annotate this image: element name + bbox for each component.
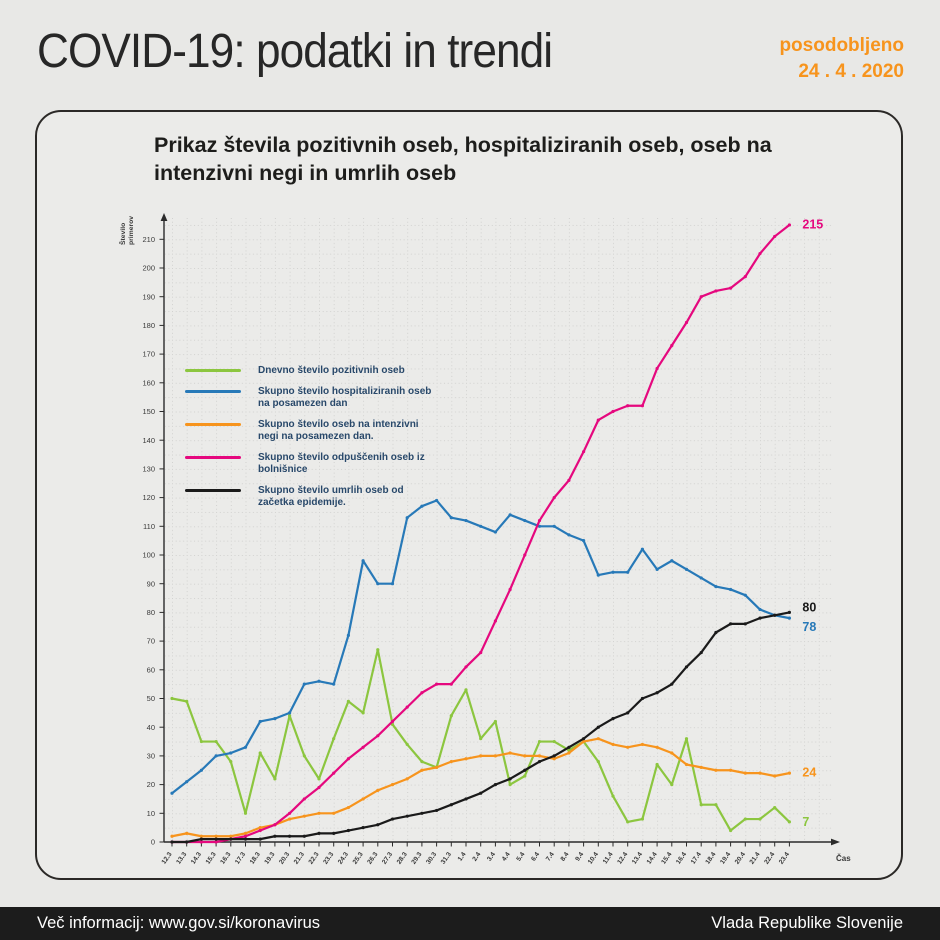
svg-text:27.3: 27.3 [381, 851, 394, 866]
legend-item-label: Dnevno število pozitivnih oseb [258, 365, 405, 376]
svg-text:28.3: 28.3 [396, 851, 409, 866]
svg-text:17.4: 17.4 [690, 851, 703, 866]
chart-title: Prikaz števila pozitivnih oseb, hospital… [154, 133, 772, 185]
svg-text:16.3: 16.3 [219, 851, 232, 866]
svg-text:16.4: 16.4 [675, 851, 688, 866]
svg-text:21.3: 21.3 [293, 851, 306, 866]
svg-text:Številoprimerov: Številoprimerov [118, 216, 135, 245]
svg-text:21.4: 21.4 [749, 851, 762, 866]
svg-text:120: 120 [142, 493, 155, 502]
svg-text:17.3: 17.3 [234, 851, 247, 866]
svg-text:31.3: 31.3 [440, 851, 453, 866]
legend-item-label: Skupno število odpuščenih oseb iz bolniš… [258, 451, 425, 476]
legend-item-label: Skupno število oseb na intenzivni negi n… [258, 418, 419, 443]
svg-text:18.4: 18.4 [704, 851, 717, 866]
legend-swatch [185, 488, 241, 492]
svg-text:3.4: 3.4 [486, 851, 497, 863]
updated-value: 24 . 4 . 2020 [798, 60, 904, 82]
svg-text:90: 90 [147, 579, 155, 588]
svg-text:14.3: 14.3 [190, 851, 203, 866]
legend-item: Skupno število oseb na intenzivni negi n… [185, 419, 436, 444]
svg-text:20.4: 20.4 [734, 851, 747, 866]
svg-text:50: 50 [147, 694, 155, 703]
svg-text:23.3: 23.3 [322, 851, 335, 866]
updated-date: posodobljeno 24 . 4 . 2020 [779, 33, 904, 84]
svg-text:4.4: 4.4 [501, 851, 512, 863]
svg-text:24.3: 24.3 [337, 851, 350, 866]
svg-text:29.3: 29.3 [410, 851, 423, 866]
svg-text:7.4: 7.4 [545, 851, 556, 863]
svg-text:19.3: 19.3 [263, 851, 276, 866]
legend-item-label: Skupno število hospitaliziranih oseb na … [258, 385, 432, 410]
legend-item: Skupno število hospitaliziranih oseb na … [185, 386, 436, 411]
svg-text:80: 80 [802, 600, 816, 614]
svg-text:11.4: 11.4 [602, 851, 615, 866]
legend-swatch [185, 369, 241, 372]
legend-swatch [185, 422, 241, 426]
svg-text:140: 140 [142, 436, 155, 445]
footer-info-link[interactable]: Več informacij: www.gov.si/koronavirus [37, 914, 321, 932]
svg-text:7: 7 [802, 815, 809, 829]
svg-text:200: 200 [142, 264, 155, 273]
svg-text:10: 10 [147, 809, 155, 818]
legend-swatch [185, 455, 241, 459]
svg-text:40: 40 [147, 723, 155, 732]
svg-text:6.4: 6.4 [530, 851, 541, 863]
svg-text:160: 160 [142, 378, 155, 387]
svg-text:20.3: 20.3 [278, 851, 291, 866]
svg-text:20: 20 [147, 780, 155, 789]
svg-text:19.4: 19.4 [719, 851, 732, 866]
svg-text:12.4: 12.4 [616, 851, 629, 866]
header: COVID-19: podatki in trendi posodobljeno… [0, 0, 940, 108]
svg-text:13.4: 13.4 [631, 851, 644, 866]
svg-text:15.4: 15.4 [660, 851, 673, 866]
svg-text:5.4: 5.4 [515, 851, 526, 863]
svg-text:2.4: 2.4 [471, 851, 482, 863]
svg-text:0: 0 [151, 838, 155, 847]
svg-text:80: 80 [147, 608, 155, 617]
svg-text:8.4: 8.4 [560, 851, 571, 863]
chart-card: Prikaz števila pozitivnih oseb, hospital… [35, 110, 903, 880]
chart-legend: Dnevno število pozitivnih oseb Skupno št… [185, 365, 436, 510]
svg-text:25.3: 25.3 [352, 851, 365, 866]
svg-text:60: 60 [147, 665, 155, 674]
svg-text:170: 170 [142, 350, 155, 359]
svg-text:22.3: 22.3 [308, 851, 321, 866]
svg-text:9.4: 9.4 [574, 851, 585, 863]
svg-text:26.3: 26.3 [366, 851, 379, 866]
svg-text:10.4: 10.4 [587, 851, 600, 866]
svg-text:12.3: 12.3 [161, 851, 174, 866]
svg-text:13.3: 13.3 [175, 851, 188, 866]
svg-text:210: 210 [142, 235, 155, 244]
legend-item: Skupno število odpuščenih oseb iz bolniš… [185, 452, 436, 477]
svg-text:78: 78 [802, 620, 816, 634]
chart-svg: 0 10 20 30 40 50 60 70 80 90 100 110 120 130 140 150 160… [118, 213, 851, 866]
svg-text:15.3: 15.3 [205, 851, 218, 866]
svg-text:190: 190 [142, 292, 155, 301]
legend-swatch [185, 389, 241, 393]
svg-text:23.4: 23.4 [778, 851, 791, 866]
legend-item: Dnevno število pozitivnih oseb [185, 365, 436, 378]
svg-text:180: 180 [142, 321, 155, 330]
svg-text:14.4: 14.4 [646, 851, 659, 866]
svg-text:1.4: 1.4 [457, 851, 468, 863]
page-title: COVID-19: podatki in trendi [37, 25, 553, 78]
svg-text:70: 70 [147, 637, 155, 646]
svg-text:150: 150 [142, 407, 155, 416]
svg-text:30: 30 [147, 752, 155, 761]
svg-text:18.3: 18.3 [249, 851, 262, 866]
footer-brand: Vlada Republike Slovenije [711, 914, 903, 932]
svg-text:110: 110 [143, 522, 155, 531]
svg-text:22.4: 22.4 [763, 851, 776, 866]
updated-label: posodobljeno [779, 35, 904, 56]
legend-item: Skupno število umrlih oseb od začetka ep… [185, 485, 436, 510]
svg-text:30.3: 30.3 [425, 851, 438, 866]
svg-text:24: 24 [802, 766, 816, 780]
svg-text:130: 130 [142, 465, 155, 474]
svg-text:215: 215 [802, 217, 823, 231]
legend-item-label: Skupno število umrlih oseb od začetka ep… [258, 484, 404, 509]
footer: Več informacij: www.gov.si/koronavirus V… [0, 907, 940, 940]
svg-text:Čas: Čas [836, 854, 851, 863]
svg-text:100: 100 [142, 551, 155, 560]
